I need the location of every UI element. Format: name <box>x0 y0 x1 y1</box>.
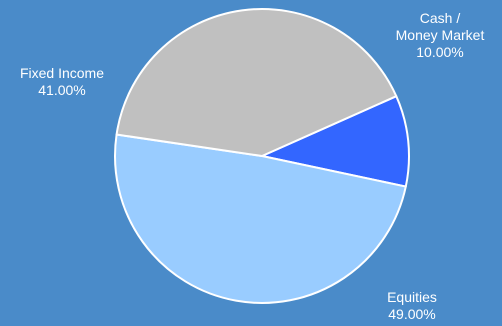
pie-category-label: Money Market <box>396 27 485 43</box>
pie-percent-label: 49.00% <box>388 306 435 322</box>
pie-slice-fixed-income <box>115 8 398 157</box>
pie-category-label: Cash / <box>420 10 461 26</box>
pie-category-label: Fixed Income <box>20 65 104 81</box>
pie-label-cash-money-market: Cash / Money Market 10.00% <box>396 10 485 60</box>
pie-slice-equities <box>114 133 407 304</box>
labels-layer: Cash / Money Market 10.00% Equities 49.00% Fi… <box>20 10 484 322</box>
pie-percent-label: 41.00% <box>38 82 85 98</box>
pie-category-label: Equities <box>387 289 437 305</box>
pie-percent-label: 10.00% <box>416 44 463 60</box>
pie-label-equities: Equities 49.00% <box>387 289 437 322</box>
slices-layer <box>114 8 410 304</box>
pie-slice-cash-money-market <box>261 95 410 188</box>
pie-label-fixed-income: Fixed Income 41.00% <box>20 65 104 98</box>
